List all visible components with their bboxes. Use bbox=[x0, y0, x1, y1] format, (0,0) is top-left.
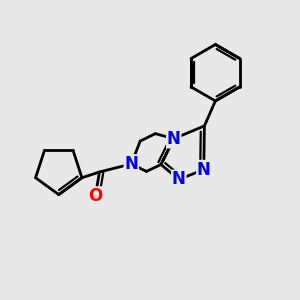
Text: O: O bbox=[88, 187, 102, 205]
Text: N: N bbox=[167, 130, 181, 148]
Text: N: N bbox=[124, 155, 138, 173]
Text: N: N bbox=[197, 160, 211, 178]
Text: N: N bbox=[172, 170, 186, 188]
